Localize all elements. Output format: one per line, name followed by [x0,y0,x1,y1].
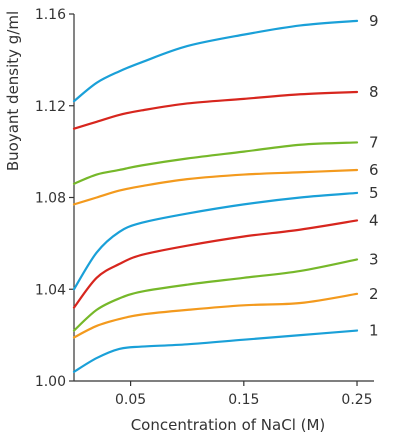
series-label-4: 4 [369,211,379,229]
series-label-2: 2 [369,285,379,303]
x-tick-label: 0.25 [341,392,372,408]
series-line-8 [72,90,359,130]
x-axis-label: Concentration of NaCl (M) [131,416,326,434]
y-tick-label: 1.00 [35,374,66,390]
series-line-9 [72,19,359,103]
series-line-5 [72,191,359,291]
series-line-1 [72,329,359,373]
series-lines [72,19,359,373]
series-label-7: 7 [369,133,379,151]
series-label-3: 3 [369,250,379,268]
y-tick-label: 1.12 [35,99,66,115]
series-label-8: 8 [369,83,379,101]
series-label-9: 9 [369,12,379,30]
series-line-4 [72,219,359,309]
series-line-6 [72,168,359,206]
y-axis-label: Buoyant density g/ml [4,11,22,171]
y-tick-label: 1.16 [35,7,66,23]
x-tick-label: 0.05 [115,392,146,408]
y-tick-label: 1.04 [35,282,66,298]
series-line-7 [72,141,359,185]
series-label-6: 6 [369,161,379,179]
series-line-3 [72,258,359,332]
y-tick-label: 1.08 [35,191,66,207]
series-labels: 1 2 3 4 5 6 7 8 9 [369,12,379,340]
series-line-2 [72,292,359,339]
x-tick-label: 0.15 [228,392,259,408]
y-ticks: 1.00 1.04 1.08 1.12 1.16 [35,7,74,390]
series-label-1: 1 [369,322,379,340]
series-label-5: 5 [369,184,379,202]
plot-area: 1.00 1.04 1.08 1.12 1.16 0.05 0.15 0.25 1 2 3 4 5 6… [35,7,379,408]
x-ticks: 0.05 0.15 0.25 [115,381,373,408]
